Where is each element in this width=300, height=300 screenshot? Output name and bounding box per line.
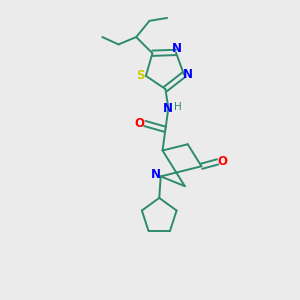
Text: N: N [164,102,173,115]
Text: O: O [135,117,145,130]
Text: N: N [172,42,182,56]
Text: S: S [136,69,145,82]
Text: N: N [151,169,161,182]
Text: O: O [218,155,228,168]
Text: N: N [183,68,193,81]
Text: H: H [174,102,182,112]
